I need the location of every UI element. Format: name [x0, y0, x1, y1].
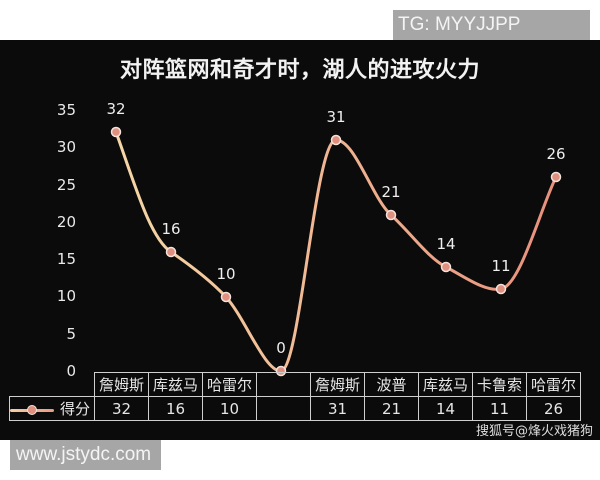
table-cell: 11 — [472, 396, 528, 421]
table-cell: 31 — [310, 396, 366, 421]
data-label: 32 — [106, 100, 126, 118]
chart-title: 对阵篮网和奇才时，湖人的进攻火力 — [119, 58, 480, 83]
data-point[interactable] — [440, 261, 452, 273]
data-label: 0 — [276, 339, 286, 357]
legend-label: 得分 — [60, 400, 91, 418]
data-point[interactable] — [550, 171, 562, 183]
data-table: 詹姆斯 库兹马 哈雷尔 詹姆斯 波普 库兹马 卡鲁索 哈雷尔 得分 32 16 … — [8, 372, 582, 421]
data-label: 10 — [216, 265, 236, 283]
table-cell: 16 — [148, 396, 204, 421]
data-label: 21 — [381, 183, 401, 201]
y-tick-label: 0 — [66, 362, 76, 380]
data-label: 14 — [436, 235, 456, 253]
table-cell: 26 — [526, 396, 582, 421]
legend-score[interactable]: 得分 — [8, 396, 96, 421]
table-header-cell: 波普 — [364, 372, 420, 397]
table-header-row: 詹姆斯 库兹马 哈雷尔 詹姆斯 波普 库兹马 卡鲁索 哈雷尔 — [10, 372, 582, 397]
data-label: 11 — [491, 257, 511, 275]
y-tick-label: 30 — [56, 138, 76, 156]
table-header-cell: 库兹马 — [418, 372, 474, 397]
site-watermark: www.jstydc.com — [10, 440, 161, 470]
table-cell: 32 — [94, 396, 150, 421]
data-point[interactable] — [385, 209, 397, 221]
table-header-cell: 库兹马 — [148, 372, 204, 397]
table-cell: 14 — [418, 396, 474, 421]
data-point[interactable] — [110, 126, 122, 138]
table-cell: 10 — [202, 396, 258, 421]
y-tick-label: 25 — [56, 176, 76, 194]
data-point[interactable] — [495, 283, 507, 295]
source-credit: 搜狐号@烽火戏猪狗 — [476, 424, 594, 439]
data-label: 31 — [326, 108, 346, 126]
table-header-cell: 詹姆斯 — [94, 372, 150, 397]
table-cell: 21 — [364, 396, 420, 421]
table-row: 得分 32 16 10 31 21 14 11 26 — [8, 396, 582, 421]
data-label: 26 — [546, 145, 566, 163]
score-line — [114, 130, 558, 373]
tg-watermark: TG: MYYJJPP — [393, 10, 590, 40]
table-header-cell: 哈雷尔 — [202, 372, 258, 397]
y-tick-label: 35 — [56, 101, 76, 119]
data-markers — [110, 126, 562, 377]
table-header-cell — [256, 372, 312, 397]
y-tick-label: 5 — [66, 325, 76, 343]
table-corner — [10, 373, 95, 397]
table-header-cell: 詹姆斯 — [310, 372, 366, 397]
y-tick-label: 20 — [56, 213, 76, 231]
legend-line-marker-icon — [10, 404, 54, 415]
table-header-cell: 卡鲁索 — [472, 372, 528, 397]
data-label: 16 — [161, 220, 181, 238]
data-point[interactable] — [330, 134, 342, 146]
table-cell — [256, 396, 312, 421]
data-point[interactable] — [165, 246, 177, 258]
y-tick-label: 10 — [56, 287, 76, 305]
data-point[interactable] — [220, 291, 232, 303]
y-tick-label: 15 — [56, 250, 76, 268]
table-header-cell: 哈雷尔 — [526, 372, 582, 397]
